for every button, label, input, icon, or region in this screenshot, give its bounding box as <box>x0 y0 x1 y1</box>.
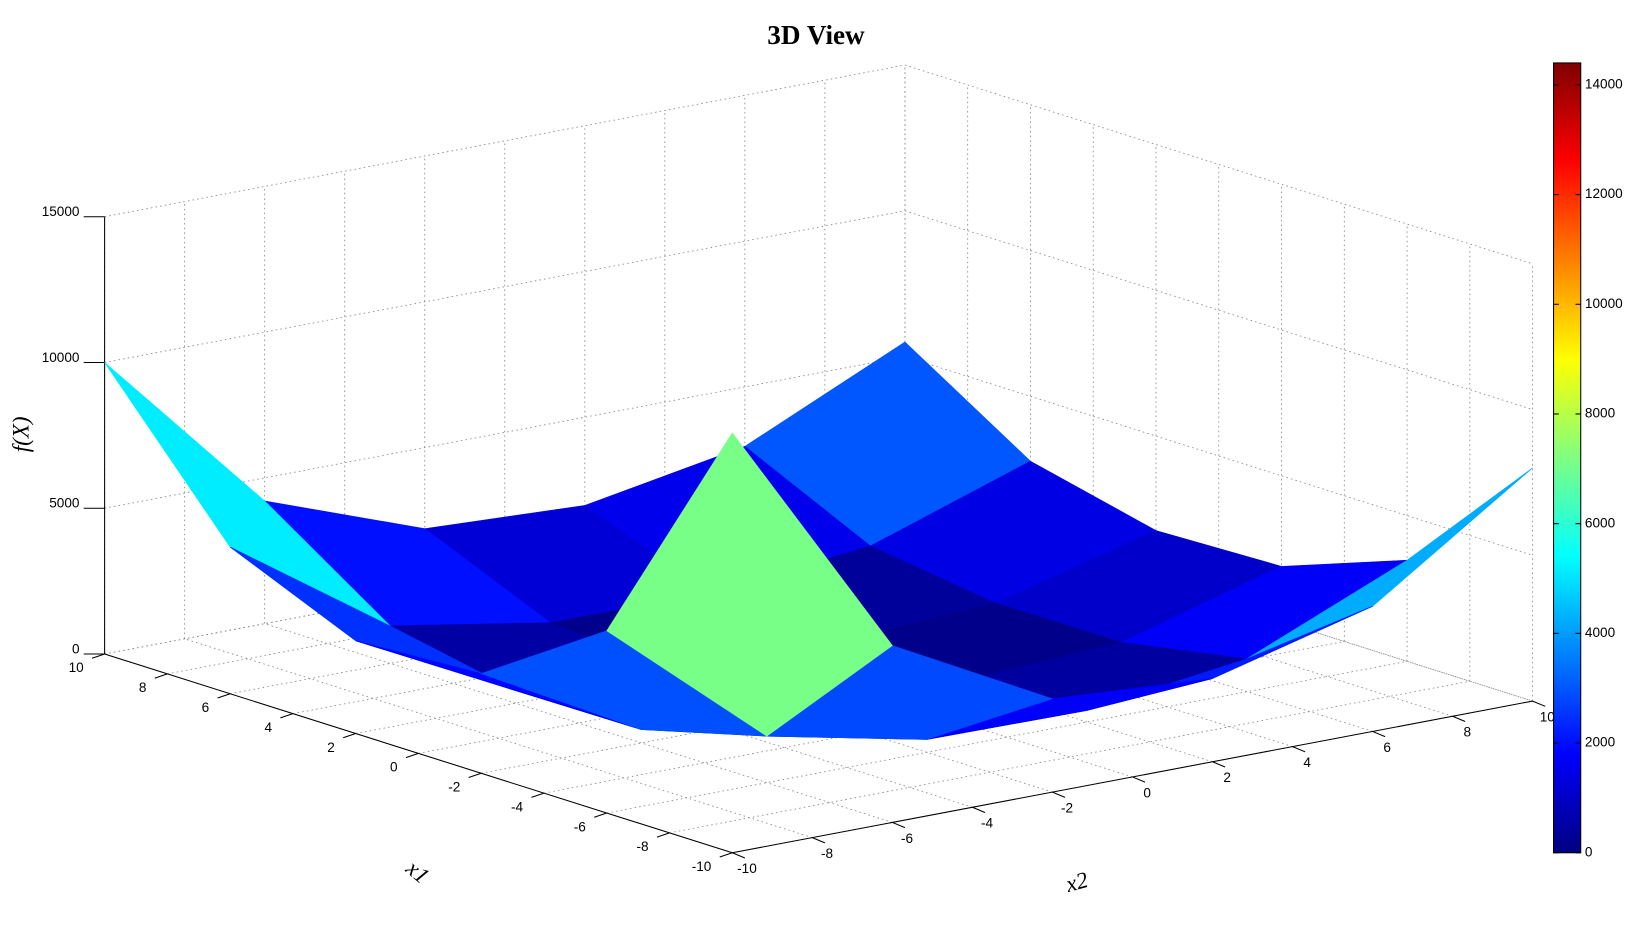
x2-tick-label: -2 <box>1061 800 1073 815</box>
x2-tick <box>1532 700 1546 707</box>
x1-tick-label: 2 <box>327 740 335 755</box>
surface-patch <box>104 362 391 627</box>
x1-tick <box>217 693 231 699</box>
x2-tick-label: 6 <box>1383 740 1391 755</box>
grid-line <box>904 501 1533 702</box>
grid-line <box>744 532 1373 732</box>
grid-line <box>904 210 1533 410</box>
colorbar-tick-label: 6000 <box>1585 515 1616 530</box>
x1-tick-label: 10 <box>69 660 85 675</box>
x2-tick <box>1052 791 1066 798</box>
x2-tick <box>1292 746 1306 753</box>
x1-tick-label: -10 <box>692 859 712 874</box>
colorbar <box>1553 62 1582 854</box>
x2-tick-label: 4 <box>1303 755 1311 770</box>
grid-line <box>584 562 1213 763</box>
x2-tick-label: 0 <box>1143 785 1151 800</box>
grid-line <box>184 638 813 839</box>
x2-tick <box>972 806 986 813</box>
x1-tick <box>656 832 670 838</box>
grid-line <box>904 64 1533 265</box>
x2-tick-label: -6 <box>901 831 913 846</box>
colorbar-tick-label: 4000 <box>1585 625 1616 640</box>
grid-line <box>104 210 906 363</box>
grid-line <box>104 64 906 218</box>
x1-tick <box>280 713 294 719</box>
grid-line <box>424 592 1053 793</box>
x2-tick-label: -10 <box>737 861 757 876</box>
x1-tick <box>91 653 105 659</box>
colorbar-tick-label: 14000 <box>1585 76 1623 91</box>
x2-tick-label: 2 <box>1223 770 1231 785</box>
surface <box>104 341 1533 740</box>
x2-tick-label: 8 <box>1463 725 1471 740</box>
x1-axis-label: x1 <box>401 854 435 889</box>
x2-tick-label: -8 <box>821 846 833 861</box>
x1-tick-label: 4 <box>264 720 272 735</box>
colorbar-tick-label: 2000 <box>1585 735 1616 750</box>
x2-tick <box>1132 776 1146 783</box>
x2-tick <box>1372 730 1386 738</box>
colorbar-tick-label: 10000 <box>1585 296 1623 311</box>
x2-tick <box>812 837 826 844</box>
grid-line <box>264 623 893 823</box>
chart-title: 3D View <box>767 20 865 50</box>
grid-line <box>664 547 1293 747</box>
x1-tick-label: 6 <box>202 700 210 715</box>
surface-patch <box>606 432 893 737</box>
z-tick-label: 15000 <box>42 204 80 219</box>
x1-tick <box>405 752 419 759</box>
grid-line <box>669 680 1470 834</box>
z-tick-label: 10000 <box>42 350 80 365</box>
grid-line <box>104 356 906 509</box>
z-tick-label: 0 <box>72 641 80 656</box>
x1-tick <box>468 772 482 778</box>
x1-tick <box>342 733 356 739</box>
colorbar-tick-label: 8000 <box>1585 406 1616 421</box>
x2-tick <box>1452 715 1466 722</box>
x2-tick-label: 10 <box>1540 709 1556 724</box>
x1-tick-label: -6 <box>574 819 586 834</box>
x1-tick <box>719 852 733 858</box>
x1-tick-label: 8 <box>139 680 147 695</box>
x2-axis-label: x2 <box>1062 866 1091 897</box>
grid-line <box>606 660 1408 814</box>
x1-tick-label: 0 <box>390 760 398 775</box>
grid-line <box>824 517 1453 717</box>
colorbar-tick-label: 0 <box>1585 844 1593 859</box>
grid-line <box>904 356 1533 556</box>
x2-tick-label: -4 <box>981 816 994 831</box>
x2-tick <box>892 821 906 829</box>
grid-line <box>344 608 973 808</box>
x1-tick-label: -2 <box>448 780 460 795</box>
x1-tick-label: -8 <box>637 839 649 854</box>
x1-tick <box>594 812 607 818</box>
x2-tick <box>1212 761 1226 768</box>
x2-tick <box>732 852 746 859</box>
z-tick-label: 5000 <box>49 496 80 511</box>
z-axis-label: f(X) <box>7 416 33 452</box>
x1-tick-label: -4 <box>511 799 524 814</box>
x1-tick <box>154 673 168 679</box>
grid-line <box>504 577 1133 778</box>
colorbar-tick-label: 12000 <box>1585 186 1623 201</box>
x1-tick <box>531 792 545 798</box>
